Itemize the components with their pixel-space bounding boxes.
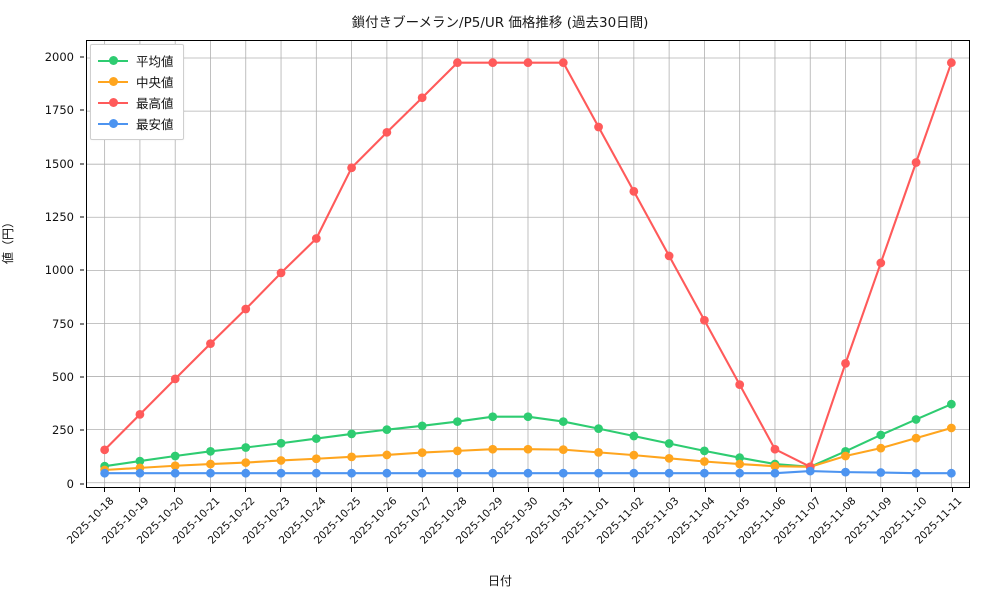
legend-marker-icon <box>98 76 128 88</box>
chart-legend: 平均値中央値最高値最安値 <box>90 44 184 140</box>
series-lines <box>100 58 956 478</box>
y-tick-mark <box>80 216 84 218</box>
y-tick-label: 1750 <box>44 103 74 118</box>
x-tick-mark <box>916 488 918 492</box>
x-tick-mark <box>881 488 883 492</box>
series-2 <box>100 58 956 472</box>
x-axis-label: 日付 <box>487 574 512 588</box>
x-tick-mark <box>669 488 671 492</box>
x-tick-mark <box>740 488 742 492</box>
y-axis-ticks: 0 250 500 750 1000 1250 1500 1750 2000 <box>0 40 84 491</box>
x-tick-mark <box>775 488 777 492</box>
y-tick-label: 250 <box>52 423 74 438</box>
plot-area <box>86 40 970 488</box>
x-tick-mark <box>245 488 247 492</box>
x-tick-mark <box>315 488 317 492</box>
x-tick-mark <box>634 488 636 492</box>
y-tick-mark <box>80 323 84 325</box>
x-tick-mark <box>209 488 211 492</box>
x-tick-mark <box>174 488 176 492</box>
x-tick-mark <box>103 488 105 492</box>
x-tick-mark <box>704 488 706 492</box>
x-tick-mark <box>598 488 600 492</box>
y-tick-label: 2000 <box>44 50 74 65</box>
y-tick-label: 0 <box>66 476 74 491</box>
x-tick-mark <box>563 488 565 492</box>
legend-marker-icon <box>98 118 128 130</box>
y-tick-mark <box>80 163 84 165</box>
x-tick-mark <box>457 488 459 492</box>
legend-label: 平均値 <box>136 54 174 69</box>
series-3 <box>100 466 956 478</box>
y-tick-mark <box>80 269 84 271</box>
legend-item[interactable]: 最高値 <box>98 92 174 113</box>
legend-label: 最高値 <box>136 96 174 111</box>
y-tick-label: 500 <box>52 370 74 385</box>
legend-item[interactable]: 中央値 <box>98 71 174 92</box>
x-tick-mark <box>386 488 388 492</box>
x-tick-mark <box>351 488 353 492</box>
y-tick-mark <box>80 429 84 431</box>
legend-label: 中央値 <box>136 75 174 90</box>
x-tick-mark <box>810 488 812 492</box>
chart-title: 鎖付きブーメラン/P5/UR 価格推移 (過去30日間) <box>351 15 649 31</box>
x-tick-mark <box>492 488 494 492</box>
x-tick-mark <box>421 488 423 492</box>
y-tick-mark <box>80 109 84 111</box>
x-tick-mark <box>952 488 954 492</box>
legend-item[interactable]: 最安値 <box>98 113 174 134</box>
x-tick-mark <box>139 488 141 492</box>
y-tick-mark <box>80 376 84 378</box>
x-axis-ticks: 2025-10-18 2025-10-19 2025-10-20 2025-10-21… <box>65 488 970 588</box>
legend-marker-icon <box>98 55 128 67</box>
y-tick-label: 1250 <box>44 210 74 225</box>
x-tick-mark <box>528 488 529 492</box>
x-tick-mark <box>280 488 282 492</box>
y-tick-label: 1500 <box>44 156 74 171</box>
y-tick-label: 750 <box>52 316 74 331</box>
legend-item[interactable]: 平均値 <box>98 50 174 71</box>
y-tick-mark <box>80 483 84 485</box>
x-tick-mark <box>846 488 848 492</box>
legend-marker-icon <box>98 97 128 109</box>
legend-label: 最安値 <box>136 117 174 132</box>
y-tick-mark <box>80 56 84 58</box>
y-tick-label: 1000 <box>44 263 74 278</box>
